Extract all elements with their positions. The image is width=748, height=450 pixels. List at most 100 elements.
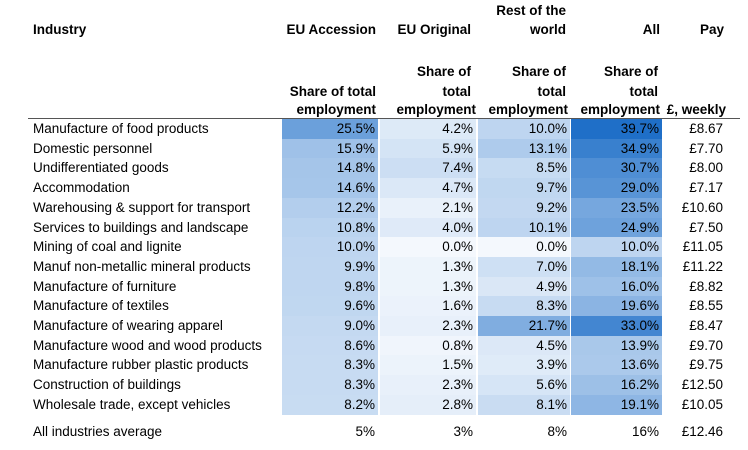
industry-label: Manufacture of furniture: [33, 278, 177, 294]
cell-pay: £7.70: [689, 140, 723, 156]
cell-pay: £8.82: [689, 278, 723, 294]
cell-eu-original: 1.3%: [380, 256, 476, 277]
cell-pay: £12.50: [681, 377, 723, 393]
subheader-eu-original-employment: employment: [396, 102, 476, 117]
cell-rest-of-world: 21.7%: [478, 316, 570, 337]
subheader-rest-employment: employment: [488, 102, 568, 117]
cell-eu-accession: 10.8%: [282, 217, 378, 238]
industry-label: Manufacture wood and wood products: [33, 337, 262, 353]
cell-eu-accession: 14.6%: [282, 178, 378, 199]
cell-all: 39.7%: [571, 119, 662, 140]
cell-eu-accession: 9.8%: [282, 276, 378, 297]
table-row: Manufacture of food products 25.5% 4.2% 10.…: [0, 119, 748, 140]
cell-eu-original: 7.4%: [380, 158, 476, 179]
industry-label: Wholesale trade, except vehicles: [33, 396, 231, 412]
table-row: Manufacture of textiles 9.6% 1.6% 8.3% 19.6%…: [0, 296, 748, 317]
cell-all: 19.6%: [571, 296, 662, 317]
cell-pay: £7.17: [689, 180, 723, 196]
table-row: Undifferentiated goods 14.8% 7.4% 8.5% 30.7%…: [0, 158, 748, 179]
cell-rest-of-world: 3.9%: [478, 355, 570, 376]
industry-label: Undifferentiated goods: [33, 160, 169, 176]
cell-eu-original: 2.3%: [380, 375, 476, 396]
header-industry: Industry: [33, 22, 87, 37]
table-row: Construction of buildings 8.3% 2.3% 5.6% 16.…: [0, 375, 748, 396]
cell-rest-of-world: 9.2%: [478, 197, 570, 218]
cell-all: 16.2%: [571, 375, 662, 396]
table-row: Manufacture of furniture 9.8% 1.3% 4.9% 16.0…: [0, 276, 748, 297]
cell-all: 13.6%: [571, 355, 662, 376]
cell-eu-accession: 5%: [355, 424, 375, 439]
cell-eu-accession: 8.3%: [282, 355, 378, 376]
cell-pay: £8.00: [689, 160, 723, 176]
cell-pay: £8.47: [689, 318, 723, 333]
table-row: Services to buildings and landscape 10.8%…: [0, 217, 748, 238]
cell-rest-of-world: 13.1%: [478, 138, 570, 159]
cell-pay: £8.67: [689, 121, 723, 136]
cell-eu-accession: 15.9%: [282, 138, 378, 159]
subheader-pay-unit: £, weekly: [666, 102, 726, 117]
cell-all: 29.0%: [571, 178, 662, 199]
header-all: All: [642, 22, 660, 37]
subheader-eu-original-total: total: [442, 84, 472, 99]
header-eu-accession: EU Accession: [286, 22, 376, 37]
average-row: All industries average 5% 3% 8% 16% £12.46: [0, 422, 748, 442]
cell-rest-of-world: 8.3%: [478, 296, 570, 317]
industry-label: Services to buildings and landscape: [33, 219, 249, 235]
cell-eu-original: 0.0%: [380, 237, 476, 258]
industry-label: Mining of coal and lignite: [33, 239, 182, 255]
cell-rest-of-world: 8%: [547, 424, 567, 439]
cell-eu-accession: 12.2%: [282, 197, 378, 218]
industry-label: Manuf non-metallic mineral products: [33, 258, 251, 274]
cell-rest-of-world: 0.0%: [478, 237, 570, 258]
industry-label: Accommodation: [33, 180, 130, 196]
cell-eu-original: 5.9%: [380, 138, 476, 159]
industry-label: All industries average: [33, 424, 163, 439]
cell-eu-accession: 10.0%: [282, 237, 378, 258]
table-row: Manuf non-metallic mineral products 9.9% 1…: [0, 256, 748, 277]
cell-rest-of-world: 10.0%: [478, 119, 570, 140]
industry-label: Manufacture rubber plastic products: [33, 357, 249, 373]
subheader-eu-original-share-of: Share of: [416, 64, 471, 79]
cell-all: 16.0%: [571, 276, 662, 297]
cell-eu-original: 1.5%: [380, 355, 476, 376]
cell-eu-original: 4.2%: [380, 119, 476, 140]
table-row: Wholesale trade, except vehicles 8.2% 2.8%…: [0, 394, 748, 415]
cell-eu-accession: 8.2%: [282, 394, 378, 415]
cell-pay: £10.60: [681, 199, 723, 215]
table-row: Manufacture of wearing apparel 9.0% 2.3% 21…: [0, 316, 748, 337]
cell-eu-original: 3%: [453, 424, 473, 439]
cell-pay: £9.75: [689, 357, 723, 373]
subheader-all-total: total: [629, 84, 659, 99]
subheader-all-employment: employment: [580, 102, 660, 117]
cell-pay: £8.55: [689, 298, 723, 314]
table-row: Domestic personnel 15.9% 5.9% 13.1% 34.9% £7.…: [0, 138, 748, 159]
cell-rest-of-world: 8.1%: [478, 394, 570, 415]
cell-all: 16%: [631, 424, 659, 439]
cell-pay: £7.50: [689, 219, 723, 235]
industry-label: Manufacture of food products: [33, 121, 209, 136]
cell-eu-accession: 14.8%: [282, 158, 378, 179]
cell-eu-accession: 9.6%: [282, 296, 378, 317]
subheader-eu-accession-employment: employment: [296, 102, 376, 117]
cell-pay: £10.05: [681, 396, 723, 412]
table-row: Mining of coal and lignite 10.0% 0.0% 0.0% 1…: [0, 237, 748, 258]
cell-all: 13.9%: [571, 335, 662, 356]
cell-all: 23.5%: [571, 197, 662, 218]
cell-pay: £11.05: [682, 239, 723, 255]
table-row: Manufacture rubber plastic products 8.3% 1…: [0, 355, 748, 376]
cell-all: 34.9%: [571, 138, 662, 159]
cell-rest-of-world: 5.6%: [478, 375, 570, 396]
industry-label: Construction of buildings: [33, 377, 181, 393]
cell-rest-of-world: 7.0%: [478, 256, 570, 277]
cell-all: 33.0%: [571, 316, 662, 337]
header-rest-of-world-line1: Rest of the: [496, 3, 566, 18]
subheader-all-share-of: Share of: [603, 64, 658, 79]
cell-rest-of-world: 4.9%: [478, 276, 570, 297]
table-row: Warehousing & support for transport 12.2%…: [0, 197, 748, 218]
cell-eu-accession: 8.3%: [282, 375, 378, 396]
cell-rest-of-world: 9.7%: [478, 178, 570, 199]
table-row: Manufacture wood and wood products 8.6% 0.…: [0, 335, 748, 356]
cell-eu-original: 1.6%: [380, 296, 476, 317]
cell-eu-original: 4.0%: [380, 217, 476, 238]
